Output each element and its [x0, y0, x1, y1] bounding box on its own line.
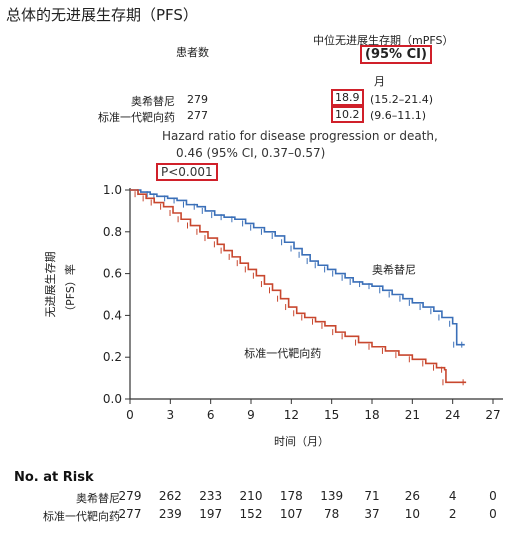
risk-cell-1-0: 277 — [118, 507, 142, 521]
risk-cell-0-6: 71 — [364, 489, 380, 503]
hazard-ratio-line2: 0.46 (95% CI, 0.37–0.57) — [176, 146, 326, 160]
x-tick-label-4: 12 — [284, 408, 299, 422]
median-osimertinib: 18.9 — [331, 89, 364, 106]
series-annotation-0: 奥希替尼 — [372, 263, 416, 277]
month-unit: 月 — [374, 75, 385, 88]
risk-cell-0-2: 233 — [199, 489, 223, 503]
chart-title: 总体的无进展生存期（PFS） — [6, 6, 198, 24]
risk-cell-1-4: 107 — [279, 507, 303, 521]
series-annotation-1: 标准一代靶向药 — [244, 346, 321, 360]
hazard-ratio-line1: Hazard ratio for disease progression or … — [162, 129, 438, 143]
patients-header: 患者数 — [176, 46, 209, 59]
median-header: 中位无进展生存期（mPFS） — [313, 34, 454, 47]
p-value: P<0.001 — [156, 163, 218, 181]
arm-name-standard: 标准一代靶向药 — [98, 111, 175, 124]
ci-header: (95% CI) — [360, 45, 432, 64]
risk-cell-0-4: 178 — [279, 489, 303, 503]
risk-cell-0-1: 262 — [158, 489, 182, 503]
risk-row-label-1: 标准一代靶向药 — [43, 510, 120, 523]
y-tick-label-0: 0.0 — [103, 392, 122, 406]
series-line-0 — [130, 189, 465, 346]
risk-cell-0-5: 139 — [320, 489, 344, 503]
y-axis-label-line1: 无进展生存期 — [43, 252, 57, 318]
risk-cell-1-2: 197 — [199, 507, 223, 521]
risk-table-title: No. at Risk — [14, 470, 94, 485]
risk-cell-0-7: 26 — [404, 489, 420, 503]
risk-cell-0-0: 279 — [118, 489, 142, 503]
risk-cell-1-6: 37 — [364, 507, 380, 521]
risk-cell-1-8: 2 — [448, 507, 457, 521]
ci-osimertinib: (15.2–21.4) — [370, 93, 434, 106]
y-tick-label-1: 0.2 — [103, 350, 122, 364]
y-tick-label-2: 0.4 — [103, 308, 122, 322]
risk-cell-1-1: 239 — [158, 507, 182, 521]
y-tick-label-4: 0.8 — [103, 225, 122, 239]
risk-cell-0-3: 210 — [239, 489, 263, 503]
x-tick-label-6: 18 — [364, 408, 379, 422]
risk-cell-1-3: 152 — [239, 507, 263, 521]
y-tick-label-3: 0.6 — [103, 267, 122, 281]
y-tick-label-5: 1.0 — [103, 183, 122, 197]
x-tick-label-0: 0 — [126, 408, 134, 422]
x-tick-label-9: 27 — [485, 408, 500, 422]
x-tick-label-5: 15 — [324, 408, 339, 422]
arm-name-osimertinib: 奥希替尼 — [131, 95, 175, 108]
x-tick-label-7: 21 — [405, 408, 420, 422]
x-tick-label-8: 24 — [445, 408, 460, 422]
x-tick-label-2: 6 — [207, 408, 215, 422]
x-tick-label-3: 9 — [247, 408, 255, 422]
arm-n-standard: 277 — [187, 109, 208, 122]
risk-cell-0-9: 0 — [489, 489, 497, 503]
risk-cell-0-8: 4 — [448, 489, 457, 503]
series-line-1 — [130, 189, 467, 384]
x-tick-label-1: 3 — [167, 408, 175, 422]
x-axis-label: 时间（月） — [274, 435, 329, 448]
risk-row-label-0: 奥希替尼 — [76, 492, 120, 505]
ci-standard: (9.6–11.1) — [370, 109, 427, 122]
arm-n-osimertinib: 279 — [187, 93, 208, 106]
risk-cell-1-7: 10 — [404, 507, 420, 521]
risk-cell-1-5: 78 — [324, 507, 340, 521]
y-axis-label-line2: （PFS）率 — [63, 264, 77, 317]
median-standard: 10.2 — [331, 106, 364, 123]
risk-cell-1-9: 0 — [489, 507, 497, 521]
